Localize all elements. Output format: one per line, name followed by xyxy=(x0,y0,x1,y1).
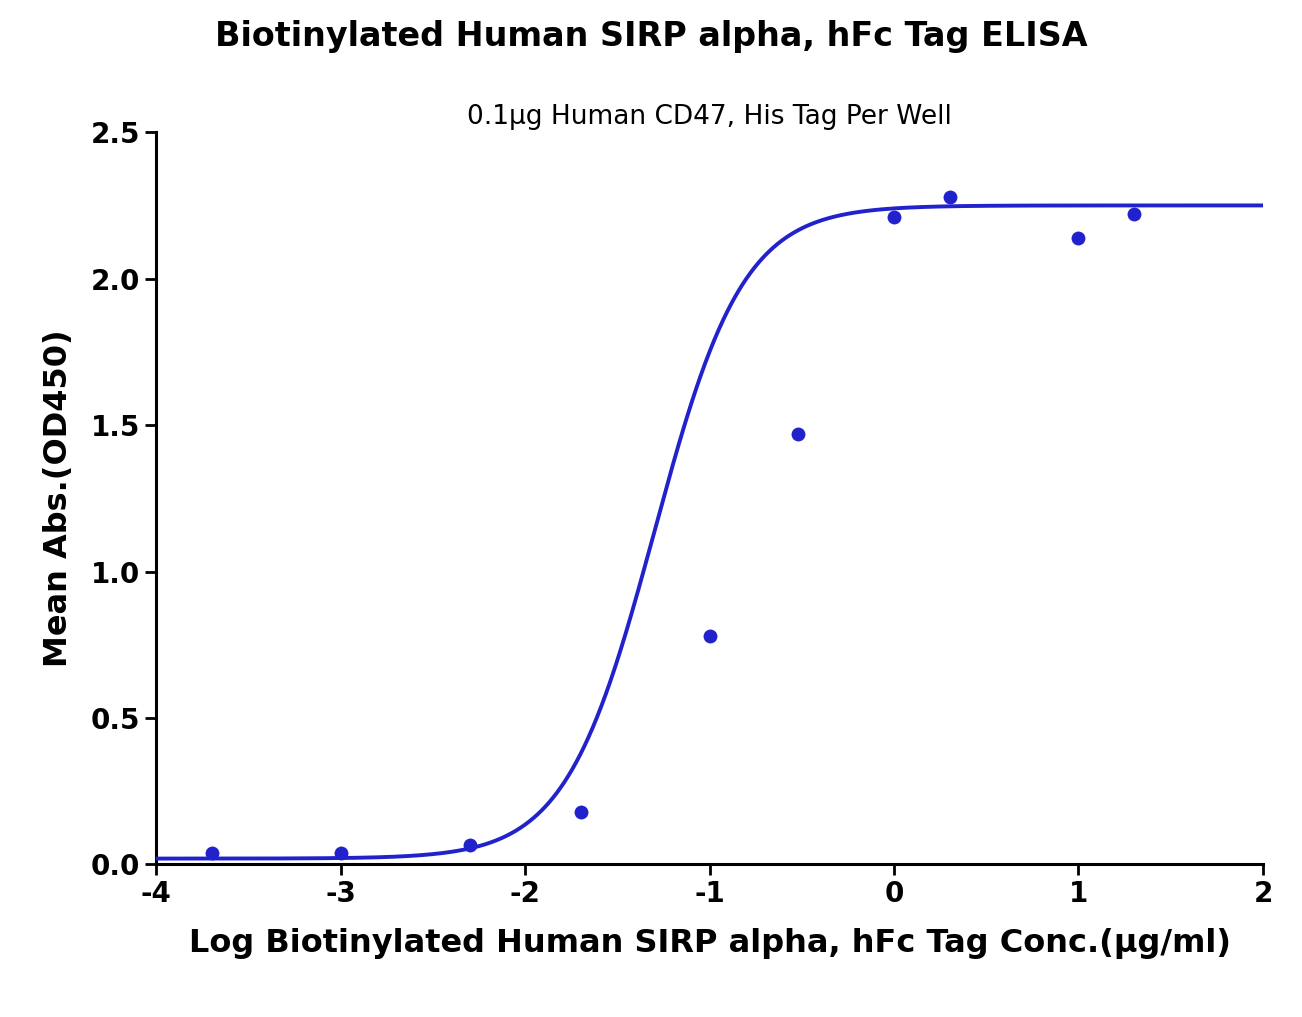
Point xyxy=(884,210,905,226)
Point xyxy=(570,803,591,820)
Point xyxy=(699,627,720,644)
Title: 0.1μg Human CD47, His Tag Per Well: 0.1μg Human CD47, His Tag Per Well xyxy=(467,104,952,130)
Point xyxy=(788,426,809,442)
Point xyxy=(331,844,352,860)
X-axis label: Log Biotinylated Human SIRP alpha, hFc Tag Conc.(μg/ml): Log Biotinylated Human SIRP alpha, hFc T… xyxy=(189,928,1230,959)
Point xyxy=(1124,206,1144,223)
Point xyxy=(939,188,960,204)
Point xyxy=(460,837,480,853)
Text: Biotinylated Human SIRP alpha, hFc Tag ELISA: Biotinylated Human SIRP alpha, hFc Tag E… xyxy=(215,20,1087,53)
Point xyxy=(1068,230,1088,246)
Y-axis label: Mean Abs.(OD450): Mean Abs.(OD450) xyxy=(43,330,74,667)
Point xyxy=(202,844,223,860)
